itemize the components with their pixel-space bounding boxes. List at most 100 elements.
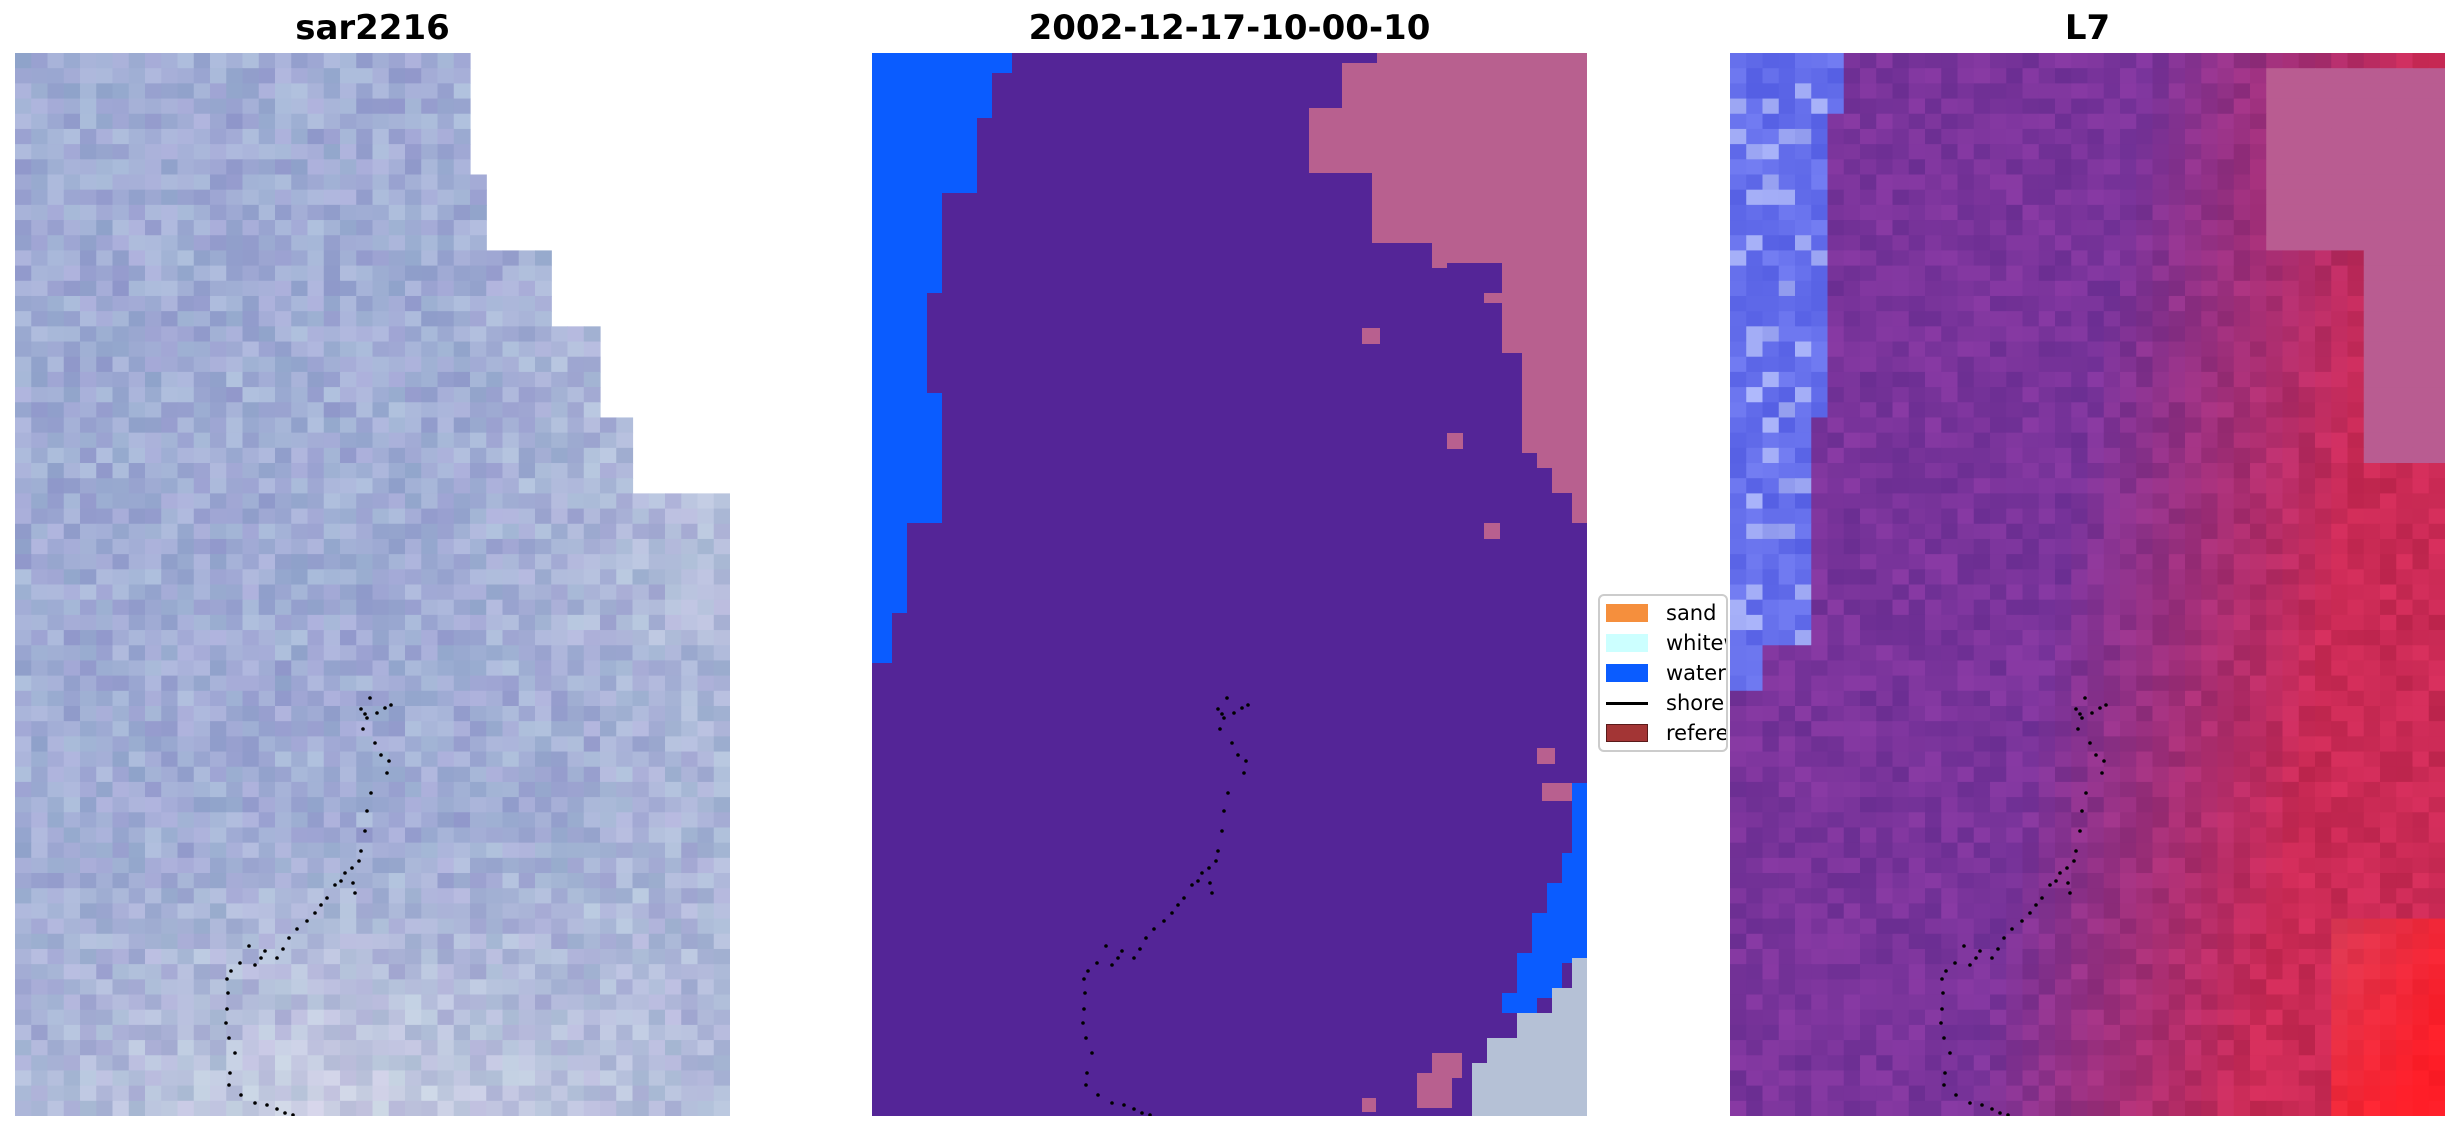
panel-title-l7: L7 [2064,8,2111,48]
shoreline-point [1968,963,1972,967]
shoreline-point [275,1107,279,1111]
shoreline-point [1085,1071,1089,1075]
classification-panel [872,53,1587,1116]
shoreline-point [2066,881,2070,885]
shoreline-point [1942,1083,1946,1087]
shoreline-point [1941,991,1945,995]
shoreline-point [227,1083,231,1087]
shoreline-point [1116,956,1120,960]
shoreline-point [1096,1093,1100,1097]
legend-item-reference: reference [1606,718,1726,748]
shoreline-point [1942,1036,1946,1040]
shoreline-line-icon [1606,701,1648,705]
shoreline-point [1090,1051,1094,1055]
shoreline-point [359,707,363,711]
shoreline-point [351,881,355,885]
shoreline-point [1182,896,1186,900]
shoreline-point [1081,1021,1085,1025]
shoreline-point [1996,947,2000,951]
shoreline-point [1144,936,1148,940]
shoreline-point [1210,891,1214,895]
shoreline-point [2002,936,2006,940]
shoreline-point [1207,866,1211,870]
shoreline-point [1138,947,1142,951]
shoreline-point [1226,791,1230,795]
shoreline-point [1190,883,1194,887]
shoreline-dots [1939,696,2108,1116]
water-swatch [1606,664,1648,682]
shoreline-point [1132,956,1136,960]
shoreline-point [1110,963,1114,967]
shoreline-point [253,963,257,967]
shoreline-point [1162,919,1166,923]
shoreline-point [1225,696,1229,700]
shoreline-point [287,936,291,940]
shoreline-point [1216,849,1220,853]
shoreline-point [2074,849,2078,853]
whitewater-swatch [1606,634,1648,652]
shoreline-point [2104,703,2108,707]
shoreline-point [253,1101,257,1105]
shoreline-point [353,891,357,895]
shoreline-point [263,949,267,953]
shoreline-point [2058,871,2062,875]
panel-title-classification: 2002-12-17-10-00-10 [1028,8,1431,48]
shoreline-point [1176,903,1180,907]
shoreline-point [2054,879,2058,883]
shoreline-point [2010,927,2014,931]
shoreline-point [369,791,373,795]
legend-item-shoreline: shoreline [1606,688,1726,718]
shoreline-point [1082,977,1086,981]
shoreline-point [2074,707,2078,711]
shoreline-point [1208,881,1212,885]
shoreline-point [1246,703,1250,707]
shoreline-point [239,1093,243,1097]
shoreline-point [1974,956,1978,960]
shoreline-point [333,883,337,887]
purple-inlet [1447,263,1502,328]
shoreline-point [1940,977,1944,981]
shoreline-point [1214,859,1218,863]
shoreline-point [1943,1071,1947,1075]
shoreline-point [343,871,347,875]
shoreline-point [1939,1021,1943,1025]
shoreline-point [1990,956,1994,960]
shoreline-point [2078,829,2082,833]
shoreline-point [2080,809,2084,813]
shoreline-point [1095,961,1099,965]
shoreline-point [229,969,233,973]
shoreline-point [265,1103,269,1107]
shoreline-point [1104,944,1108,948]
shoreline-point [1122,1103,1126,1107]
shoreline-point [2083,696,2087,700]
shoreline-point [361,727,365,731]
legend-label: shoreline [1666,691,1726,715]
shoreline-point [1082,1007,1086,1011]
shoreline-point [365,716,369,720]
shoreline-point [1944,969,1948,973]
land-speck [1447,433,1463,449]
shoreline-point [363,712,367,716]
shoreline-point [2068,891,2072,895]
shoreline-point [2102,759,2106,763]
shoreline-point [2028,911,2032,915]
shoreline-point [1220,829,1224,833]
shoreline-point [1953,961,1957,965]
shoreline-point [357,859,361,863]
shoreline-point [225,1007,229,1011]
shoreline-point [283,1111,287,1115]
sar-image [15,53,730,1116]
shoreline-point [247,944,251,948]
shoreline-point [1222,809,1226,813]
shoreline-point [2084,791,2088,795]
shoreline-point [2100,771,2104,775]
l7-image [1730,53,2445,1116]
shoreline-point [1110,1101,1114,1105]
legend-item-sand: sand [1606,598,1716,628]
land-speck [1542,783,1572,801]
shoreline-point [1084,1083,1088,1087]
legend-label: water [1666,661,1726,685]
shoreline-point [1940,1007,1944,1011]
shoreline-point [1084,1036,1088,1040]
